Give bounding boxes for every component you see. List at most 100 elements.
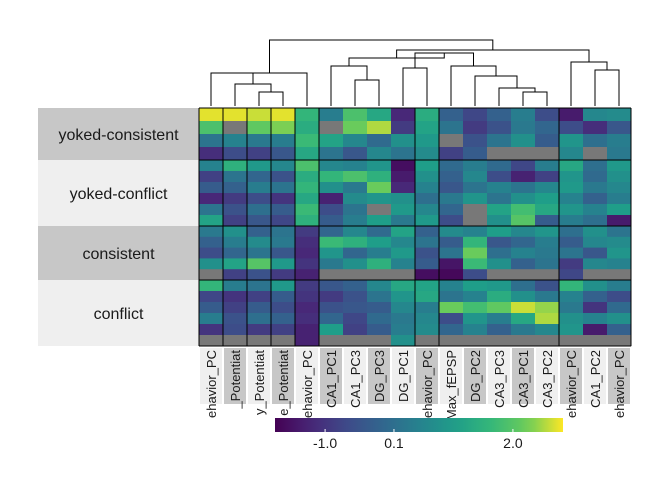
heatmap-cell [199, 247, 224, 259]
heatmap-cell [487, 171, 512, 183]
heatmap-cell [559, 147, 584, 161]
column-label-box [320, 348, 342, 404]
heatmap-cell [391, 280, 416, 292]
heatmap-cell [463, 226, 488, 238]
heatmap-cell [367, 160, 392, 172]
column-label-box [416, 348, 438, 404]
heatmap-cell [607, 204, 632, 216]
heatmap-cell [367, 269, 392, 281]
heatmap-cell [535, 236, 560, 248]
heatmap-cell [199, 215, 224, 227]
heatmap-cell [511, 269, 536, 281]
heatmap-cell [247, 147, 272, 161]
column-label-box [248, 348, 270, 404]
heatmap-cell [511, 108, 536, 122]
heatmap-cell [343, 291, 368, 303]
dendrogram-link [402, 67, 428, 106]
dendrogram-link [269, 39, 494, 73]
heatmap-cell [439, 147, 464, 161]
heatmap-cell [271, 258, 296, 270]
heatmap-cell [439, 160, 464, 172]
heatmap-cell [343, 302, 368, 314]
heatmap-cell [439, 302, 464, 314]
heatmap-cell [223, 280, 248, 292]
heatmap-cell [511, 302, 536, 314]
colorbar-tick-label: 0.1 [384, 435, 404, 451]
heatmap-cell [343, 108, 368, 122]
heatmap-cell [559, 247, 584, 259]
heatmap-cell [343, 280, 368, 292]
heatmap-cell [319, 193, 344, 205]
heatmap-cell [607, 313, 632, 325]
heatmap-cell [607, 226, 632, 238]
heatmap-cell [511, 160, 536, 172]
dendrogram-link [450, 65, 497, 106]
heatmap-cell [295, 171, 320, 183]
heatmap-cell [343, 215, 368, 227]
column-labels: ehavior_PC _Potentiat y_Potentiat e_Potenti… [200, 348, 630, 420]
heatmap-cell [367, 302, 392, 314]
heatmap-cell [391, 269, 416, 281]
heatmap-cell [415, 204, 440, 216]
heatmap-cell [559, 313, 584, 325]
heatmap-cell [463, 121, 488, 135]
heatmap-cell [319, 215, 344, 227]
heatmap-cell [463, 236, 488, 248]
heatmap-cell [271, 302, 296, 314]
heatmap-cell [247, 291, 272, 303]
column-label-box [536, 348, 558, 404]
heatmap-cell [367, 182, 392, 194]
heatmap-cell [223, 269, 248, 281]
heatmap-cell [415, 108, 440, 122]
heatmap-cell [463, 215, 488, 227]
heatmap-cell [583, 108, 608, 122]
heatmap-cell [295, 121, 320, 135]
heatmap-cell [343, 226, 368, 238]
group-separators [198, 107, 632, 347]
column-label: CA1_PC3 [348, 350, 363, 408]
heatmap-cell [487, 313, 512, 325]
heatmap-cell [271, 108, 296, 122]
heatmap-cell [607, 171, 632, 183]
heatmap-cell [559, 335, 584, 347]
heatmap-cell [271, 204, 296, 216]
heatmap-cell [247, 236, 272, 248]
heatmap-cell [247, 182, 272, 194]
heatmap-cell [295, 226, 320, 238]
heatmap-cell [487, 182, 512, 194]
heatmap-cell [319, 171, 344, 183]
heatmap-cell [439, 182, 464, 194]
heatmap-cell [463, 160, 488, 172]
colorbar-tick-label: -1.0 [313, 435, 337, 451]
heatmap-cell [535, 280, 560, 292]
column-label-box [392, 348, 414, 404]
heatmap-cell [583, 302, 608, 314]
heatmap-cell [463, 171, 488, 183]
heatmap-cell [535, 215, 560, 227]
heatmap-cell [199, 291, 224, 303]
heatmap-cell [559, 215, 584, 227]
heatmap-cell [247, 134, 272, 148]
column-label: ehavior_PC [300, 350, 315, 418]
heatmap-cell [511, 313, 536, 325]
heatmap-cell [559, 324, 584, 336]
heatmap-cell [199, 134, 224, 148]
heatmap-cell [487, 147, 512, 161]
colorbar-legend: -1.0 0.1 2.0 [275, 418, 563, 451]
heatmap-cell [607, 324, 632, 336]
heatmap-cell [439, 324, 464, 336]
heatmap-cell [391, 204, 416, 216]
heatmap-cell [391, 182, 416, 194]
heatmap-cell [583, 171, 608, 183]
column-label: CA3_PC1 [516, 350, 531, 408]
heatmap-cell [559, 171, 584, 183]
column-label-box [272, 348, 294, 404]
heatmap-cell [247, 302, 272, 314]
heatmap-cell [535, 291, 560, 303]
heatmap-cell [535, 108, 560, 122]
heatmap-cell [535, 171, 560, 183]
heatmap-cell [295, 236, 320, 248]
column-label-box [224, 348, 246, 404]
heatmap-cell [487, 160, 512, 172]
